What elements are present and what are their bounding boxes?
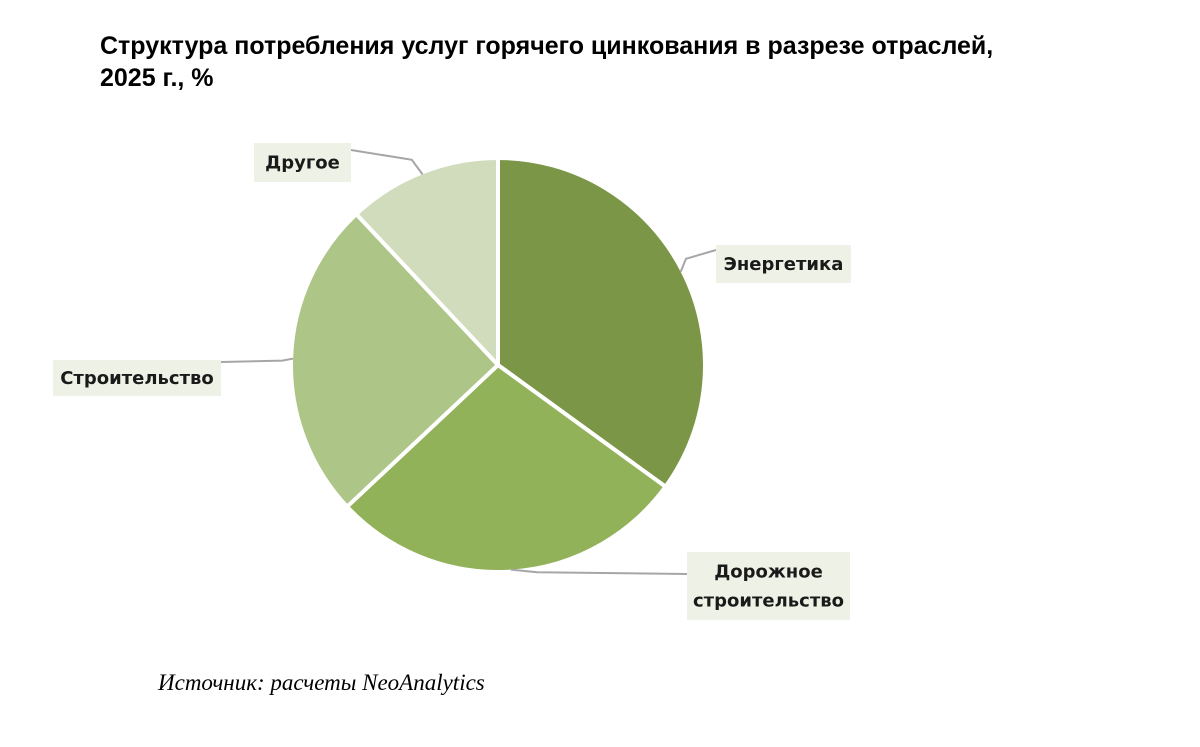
label-box-2 [687,552,850,620]
pie-labels: Энергетика Дорожное строительство Строитель… [53,143,851,620]
slice-label-2-line-2: строительство [693,591,844,612]
label-box-3 [53,360,221,396]
chart-title: Структура потребления услуг горячего цин… [100,30,1150,94]
source-note: Источник: расчеты NeoAnalytics [158,670,485,695]
slice-label-3: Строительство [60,368,214,389]
slice-label-1: Энергетика [724,254,844,275]
pie-slice-1 [496,156,707,489]
leader-line-1 [679,249,717,273]
leader-line-4 [350,149,424,175]
pie-slice-2 [345,363,668,574]
leader-line-3 [220,357,294,363]
leader-line-2 [510,568,688,575]
slice-label-4: Другое [265,153,340,174]
chart-title-line-1: Структура потребления услуг горячего цин… [100,32,994,60]
label-box-1 [716,245,851,283]
slice-label-2-line-1: Дорожное [714,562,823,583]
chart-title-line-2: 2025 г., % [100,64,214,92]
label-box-4 [254,143,351,182]
pie-slices [289,156,707,574]
